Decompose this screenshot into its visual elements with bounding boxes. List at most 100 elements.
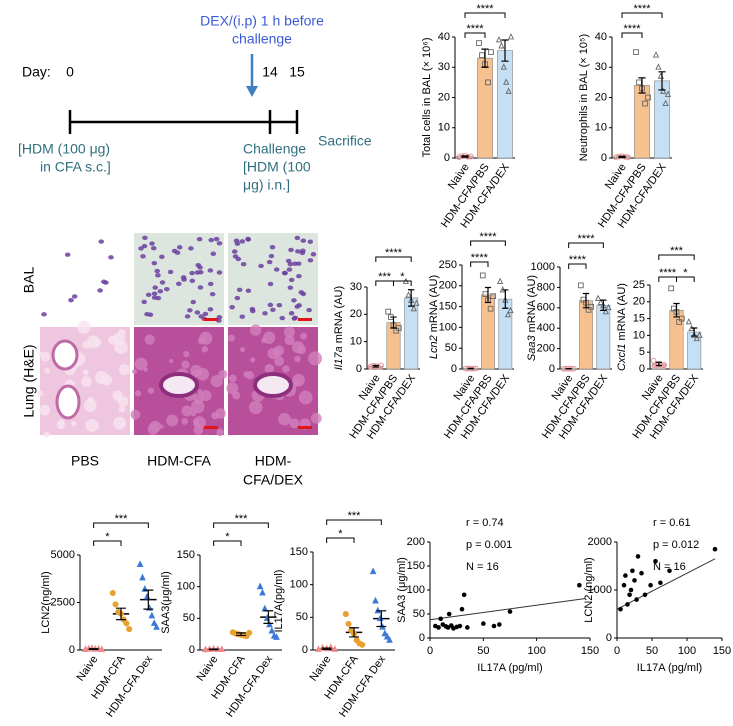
y-tick-label: 800 xyxy=(537,281,555,293)
gene-name: Lcn2 xyxy=(428,335,440,359)
y-axis-label-text: mRNA (AU) xyxy=(428,275,440,332)
day: 14 xyxy=(262,64,278,80)
point xyxy=(143,592,151,600)
point xyxy=(112,601,119,608)
point xyxy=(345,620,352,627)
point xyxy=(497,277,504,285)
point xyxy=(696,331,703,338)
cell xyxy=(147,312,154,317)
tissue xyxy=(294,355,301,363)
annotation: p = 0.012 xyxy=(653,539,699,551)
x-tick-label: 0 xyxy=(427,645,433,657)
y-tick-label: 200 xyxy=(407,536,425,548)
x-tick-label: 0 xyxy=(614,645,620,657)
cell xyxy=(296,274,302,279)
y-tick-label: 400 xyxy=(537,322,555,334)
tissue xyxy=(39,404,51,416)
cell xyxy=(188,246,194,251)
cell xyxy=(234,241,241,246)
point xyxy=(109,589,116,597)
tissue xyxy=(118,405,126,413)
cell xyxy=(71,294,78,299)
cell xyxy=(145,292,152,297)
y-axis-label: Il17a mRNA (AU) xyxy=(333,286,345,370)
row-label: Lung (H&E) xyxy=(21,344,37,417)
y-tick-label: 0 xyxy=(606,632,612,644)
x-tick-label: 100 xyxy=(527,645,545,657)
cell xyxy=(268,253,275,259)
significance-label: *** xyxy=(670,245,684,257)
significance-bracket xyxy=(393,280,412,286)
significance-label: **** xyxy=(569,254,587,266)
point xyxy=(261,604,269,612)
cell xyxy=(202,311,209,317)
cell xyxy=(150,246,157,251)
error-bar xyxy=(390,316,397,329)
y-tick-label: 0 xyxy=(549,363,555,375)
cell xyxy=(232,254,239,259)
point xyxy=(503,78,510,85)
y-axis-label: SAA3 (μg/ml) xyxy=(396,557,408,623)
point xyxy=(507,609,513,614)
point xyxy=(500,63,507,70)
y-axis-label: Neutrophils in BAL (× 10⁵) xyxy=(578,34,590,161)
tissue xyxy=(310,412,322,424)
point xyxy=(634,597,639,602)
significance-label: **** xyxy=(479,231,497,243)
y-tick-label: 100 xyxy=(177,581,195,593)
cell xyxy=(298,290,305,295)
point xyxy=(490,293,497,300)
y-tick-label: 20 xyxy=(350,308,362,320)
tissue xyxy=(134,390,142,397)
significance-bracket xyxy=(326,519,382,525)
x-tick-label: 50 xyxy=(646,645,658,657)
point xyxy=(372,596,379,604)
tissue xyxy=(308,351,323,366)
tissue xyxy=(169,358,174,363)
point xyxy=(465,625,470,630)
cell xyxy=(196,236,203,242)
cell xyxy=(194,270,201,275)
cell xyxy=(97,288,103,293)
cell xyxy=(187,308,193,313)
cell xyxy=(286,267,293,272)
error-bar xyxy=(484,286,492,304)
y-axis-label: LCN2 (ng/ml) xyxy=(583,557,595,622)
cell xyxy=(216,314,223,320)
error-bar xyxy=(263,610,274,624)
error-bar xyxy=(321,647,332,650)
point xyxy=(123,620,130,627)
point xyxy=(246,629,253,636)
significance-bracket xyxy=(375,256,412,262)
point xyxy=(633,49,639,55)
tissue xyxy=(144,334,155,345)
significance-label: **** xyxy=(471,252,489,264)
y-tick-label: 200 xyxy=(537,343,555,355)
error-bar xyxy=(236,632,246,637)
tissue xyxy=(81,376,92,387)
cell xyxy=(194,310,201,315)
point xyxy=(632,578,637,583)
point xyxy=(648,582,653,588)
gene-name: Il17a xyxy=(333,346,345,370)
tissue xyxy=(197,337,206,345)
point xyxy=(413,299,420,306)
point xyxy=(693,334,700,342)
point xyxy=(627,592,632,598)
cell xyxy=(295,249,301,254)
tissue xyxy=(210,374,223,388)
point xyxy=(386,636,393,643)
significance-bracket xyxy=(568,242,604,248)
point xyxy=(153,623,160,630)
point xyxy=(507,33,515,40)
x-tick-label: Naive xyxy=(75,654,101,684)
point xyxy=(664,90,672,97)
y-tick-label: 20 xyxy=(595,91,607,103)
cell xyxy=(151,295,158,300)
y-tick-label: 10 xyxy=(595,122,607,134)
point xyxy=(662,99,669,106)
point xyxy=(655,63,662,70)
point xyxy=(660,87,667,94)
significance-bracket xyxy=(464,32,486,38)
cell xyxy=(175,281,182,287)
